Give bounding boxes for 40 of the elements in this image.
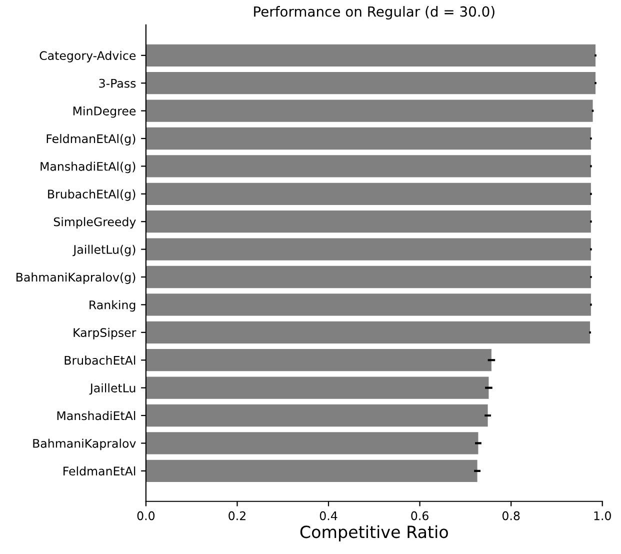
bar — [146, 238, 591, 260]
y-tick-label: MinDegree — [73, 106, 136, 118]
x-axis-title: Competitive Ratio — [300, 525, 448, 542]
bar — [146, 266, 591, 288]
y-tick-label: KarpSipser — [74, 328, 136, 340]
x-tick-label: 0.8 — [502, 511, 520, 520]
y-tick-label: BahmaniKapralov(g) — [16, 272, 136, 284]
y-tick-label: BrubachEtAl(g) — [48, 189, 136, 201]
x-tick-label: 0.2 — [228, 511, 246, 520]
y-tick-label: JailletLu — [89, 383, 136, 395]
bar — [146, 44, 596, 66]
bar — [146, 127, 591, 150]
y-tick-label: SimpleGreedy — [54, 217, 136, 229]
x-tick-label: 0.4 — [320, 511, 338, 520]
bar — [146, 100, 593, 122]
y-tick-label: ManshadiEtAl(g) — [40, 162, 136, 174]
x-tick-label: 1.0 — [594, 511, 611, 520]
y-tick-label: FeldmanEtAl(g) — [46, 134, 136, 146]
x-tick-label: 0.6 — [411, 511, 428, 520]
y-tick-label: BahmaniKapralov — [33, 438, 136, 450]
bar — [146, 349, 492, 372]
y-tick-label: ManshadiEtAl — [57, 411, 136, 420]
y-tick-label: FeldmanEtAl — [64, 466, 136, 476]
y-tick-label: Category-Advice — [40, 50, 136, 62]
y-tick-label: Ranking — [90, 300, 136, 312]
chart-title: Performance on Regular (d = 30.0) — [254, 6, 494, 20]
bar — [146, 210, 591, 233]
bar — [146, 460, 478, 482]
bar — [146, 72, 596, 94]
y-tick-label: BrubachEtAl — [64, 356, 136, 365]
bar — [146, 321, 590, 344]
x-tick-label: 0.0 — [137, 511, 155, 520]
bar — [146, 404, 488, 427]
bar — [146, 182, 591, 205]
bar — [146, 294, 591, 316]
y-tick-label: JailletLu(g) — [72, 244, 136, 256]
bar — [146, 432, 478, 454]
bar — [146, 155, 591, 178]
bar — [146, 376, 489, 399]
y-tick-label: 3-Pass — [99, 78, 136, 88]
